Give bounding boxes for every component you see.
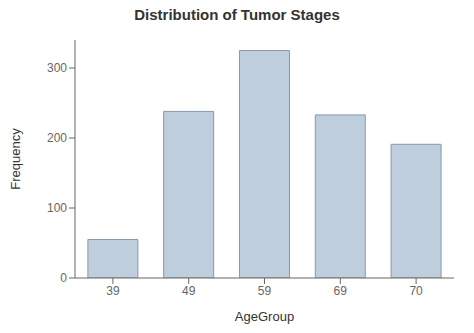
svg-text:0: 0 <box>60 271 67 285</box>
svg-text:Frequency: Frequency <box>8 128 23 190</box>
svg-text:69: 69 <box>334 284 348 298</box>
svg-text:39: 39 <box>106 284 120 298</box>
svg-text:49: 49 <box>182 284 196 298</box>
svg-text:70: 70 <box>409 284 423 298</box>
svg-text:300: 300 <box>47 61 67 75</box>
svg-text:200: 200 <box>47 131 67 145</box>
svg-text:AgeGroup: AgeGroup <box>235 309 294 324</box>
svg-text:100: 100 <box>47 201 67 215</box>
svg-text:59: 59 <box>258 284 272 298</box>
html-text:Distribution of Tumor Stages: Distribution of Tumor Stages <box>134 6 340 23</box>
